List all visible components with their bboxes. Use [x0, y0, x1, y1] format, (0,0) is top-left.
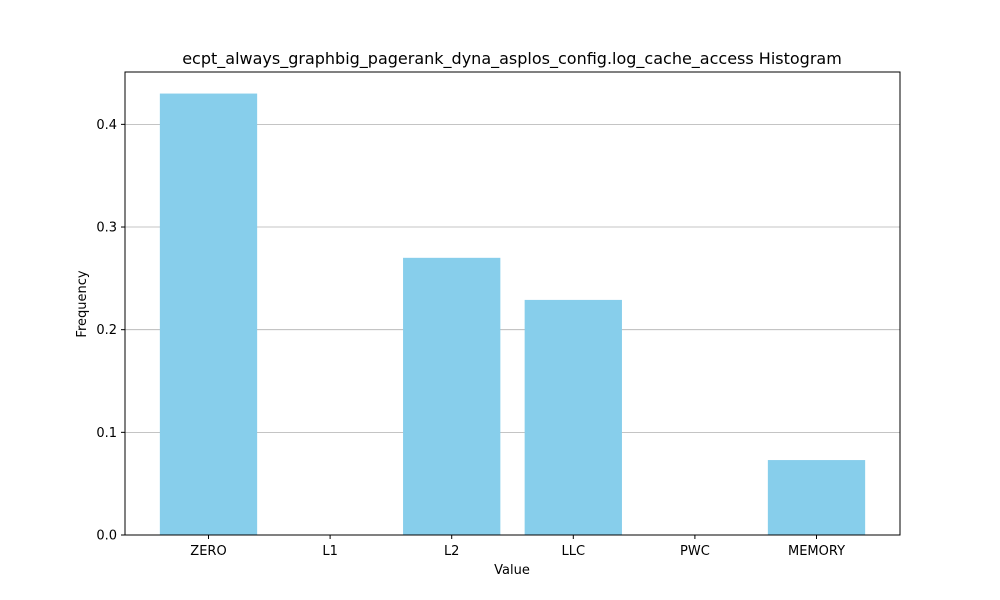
y-axis-ticks: 0.0 0.1 0.2 0.3 0.4 [96, 118, 125, 544]
y-tick-label: 0.0 [96, 529, 117, 544]
y-tick-label: 0.2 [96, 323, 117, 338]
x-tick-label: ZERO [190, 544, 226, 559]
bar-llc [524, 299, 622, 535]
x-tick-label: L1 [322, 544, 338, 559]
bar-zero [159, 93, 258, 535]
chart-title: ecpt_always_graphbig_pagerank_dyna_asplo… [182, 49, 842, 69]
plot-frame [124, 71, 901, 536]
y-tick-label: 0.4 [96, 118, 117, 133]
y-tick-label: 0.1 [96, 426, 117, 441]
x-axis-label: Value [494, 563, 530, 578]
y-tick-label: 0.3 [96, 221, 117, 236]
x-tick-label: MEMORY [788, 544, 845, 559]
bar-memory [767, 460, 866, 535]
bar-l2 [403, 257, 501, 535]
x-axis-ticks: ZERO L1 L2 LLC PWC MEMORY [190, 535, 845, 559]
x-tick-label: LLC [562, 544, 586, 559]
y-axis-label: Frequency [75, 270, 90, 337]
bars [159, 93, 866, 535]
x-tick-label: PWC [680, 544, 710, 559]
x-tick-label: L2 [444, 544, 460, 559]
